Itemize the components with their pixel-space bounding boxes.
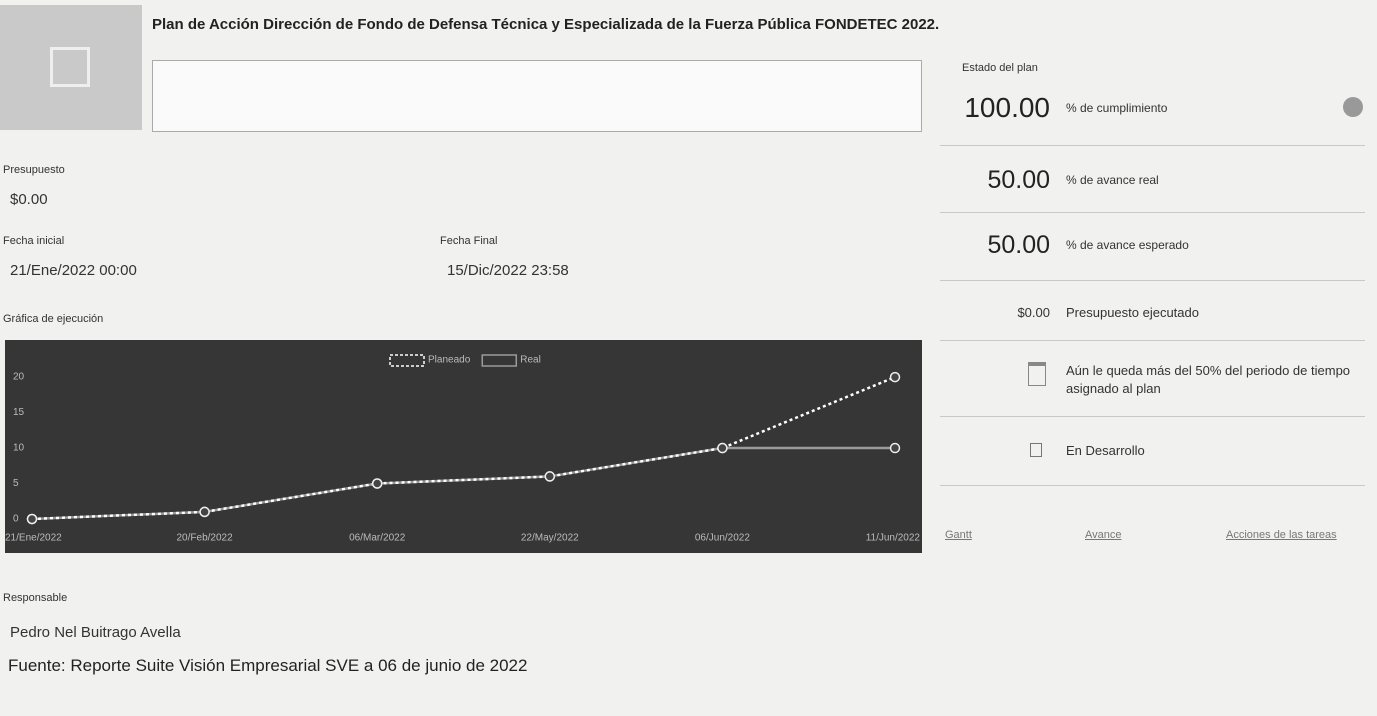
- status-title: Estado del plan: [962, 62, 1038, 74]
- source: Fuente: Reporte Suite Visión Empresarial…: [8, 656, 528, 675]
- x-tick-label: 11/Jun/2022: [866, 533, 921, 544]
- y-tick-label: 15: [13, 407, 25, 418]
- divider: [940, 340, 1365, 341]
- data-point: [371, 478, 383, 489]
- legend-label: Planeado: [428, 355, 471, 366]
- start-date: 21/Ene/2022 00:00: [10, 262, 137, 279]
- divider: [940, 485, 1365, 486]
- budget: $0.00: [10, 191, 48, 208]
- legend-swatch: [481, 354, 518, 367]
- legend-swatch: [389, 354, 425, 367]
- end-label: Fecha Final: [440, 235, 498, 247]
- x-tick-label: 20/Feb/2022: [177, 533, 234, 544]
- series-line: [31, 375, 896, 521]
- y-tick-label: 20: [13, 372, 25, 383]
- responsible: Pedro Nel Buitrago Avella: [10, 624, 181, 641]
- divider: [940, 212, 1365, 213]
- x-tick-label: 06/Jun/2022: [695, 533, 750, 544]
- responsible-label: Responsable: [3, 592, 68, 604]
- divider: [940, 416, 1365, 417]
- budget-label: Presupuesto: [3, 164, 65, 176]
- calendar-icon: [1028, 362, 1046, 386]
- state: En Desarrollo: [1066, 443, 1145, 458]
- chart-label: Gráfica de ejecución: [3, 313, 104, 325]
- data-point: [199, 506, 210, 518]
- data-point: [717, 442, 728, 454]
- status-label: % de avance esperado: [1066, 238, 1189, 252]
- data-point: [26, 513, 38, 525]
- status-value: 50.00: [987, 231, 1050, 259]
- description-box: [152, 60, 922, 132]
- status-label: % de cumplimiento: [1066, 101, 1168, 115]
- image-placeholder: [0, 5, 142, 130]
- x-tick-label: 21/Ene/2022: [5, 533, 62, 544]
- gantt-link[interactable]: Gantt: [945, 529, 972, 541]
- data-point: [544, 471, 556, 482]
- chart: 0 5 10 15 20 21/Ene/2022 20/Feb/2022 06/Mar/202…: [5, 340, 922, 553]
- data-point: [889, 371, 901, 383]
- y-tick-label: 10: [13, 443, 25, 454]
- progress-link[interactable]: Avance: [1085, 529, 1122, 541]
- data-point: [889, 442, 901, 454]
- end-date: 15/Dic/2022 23:58: [447, 262, 569, 279]
- time-note: Aún le queda más del 50% del periodo de …: [1066, 363, 1351, 396]
- state-icon: [1030, 443, 1042, 457]
- start-label: Fecha inicial: [3, 235, 65, 247]
- status-label: Presupuesto ejecutado: [1066, 305, 1199, 320]
- plan-title: Plan de Acción Dirección de Fondo de Def…: [152, 16, 940, 33]
- status-label: % de avance real: [1066, 173, 1159, 187]
- y-tick-label: 0: [13, 514, 19, 525]
- divider: [940, 145, 1365, 146]
- tasks-link[interactable]: Acciones de las tareas: [1226, 529, 1337, 541]
- status-indicator: [1343, 97, 1363, 117]
- x-tick-label: 06/Mar/2022: [349, 533, 406, 544]
- y-tick-label: 5: [13, 478, 19, 489]
- divider: [940, 280, 1365, 281]
- status-value: $0.00: [1017, 305, 1050, 320]
- status-value: 100.00: [964, 92, 1050, 123]
- x-tick-label: 22/May/2022: [521, 533, 579, 544]
- legend-label: Real: [520, 355, 541, 366]
- status-value: 50.00: [987, 166, 1050, 194]
